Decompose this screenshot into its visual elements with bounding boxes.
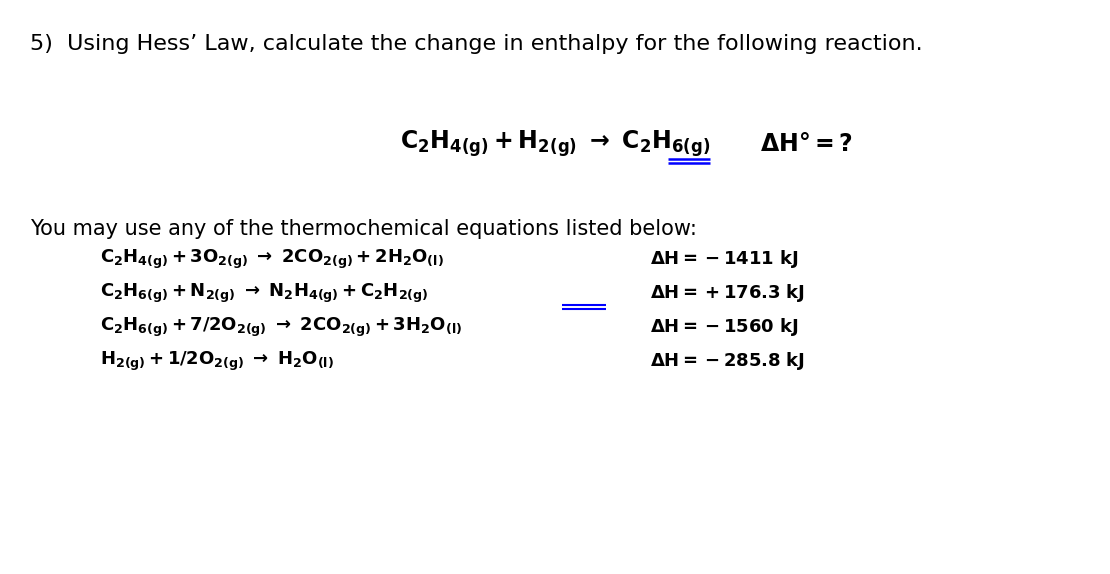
Text: $\mathbf{C_2H_{6(g)} + N_{2(g)}\ \rightarrow\ N_2H_{4(g)} + C_2H_{2(g)}}$: $\mathbf{C_2H_{6(g)} + N_{2(g)}\ \righta… — [100, 281, 428, 305]
Text: $\mathbf{\Delta H = -1560\ kJ}$: $\mathbf{\Delta H = -1560\ kJ}$ — [650, 316, 798, 338]
Text: 5)  Using Hess’ Law, calculate the change in enthalpy for the following reaction: 5) Using Hess’ Law, calculate the change… — [30, 34, 922, 54]
Text: $\mathbf{\Delta H = +176.3\ kJ}$: $\mathbf{\Delta H = +176.3\ kJ}$ — [650, 282, 805, 304]
Text: $\mathbf{H_{2(g)} + 1/2O_{2(g)}\ \rightarrow\ H_2O_{(l)}}$: $\mathbf{H_{2(g)} + 1/2O_{2(g)}\ \righta… — [100, 350, 334, 373]
Text: $\mathbf{C_2H_{6(g)} + 7/2O_{2(g)}\ \rightarrow\ 2CO_{2(g)} + 3H_2O_{(l)}}$: $\mathbf{C_2H_{6(g)} + 7/2O_{2(g)}\ \rig… — [100, 315, 462, 339]
Text: $\mathbf{\Delta H = -285.8\ kJ}$: $\mathbf{\Delta H = -285.8\ kJ}$ — [650, 350, 805, 372]
Text: $\mathbf{\Delta H°= ?}$: $\mathbf{\Delta H°= ?}$ — [760, 132, 852, 156]
Text: $\mathbf{\Delta H = -1411\ kJ}$: $\mathbf{\Delta H = -1411\ kJ}$ — [650, 248, 798, 270]
Text: $\mathbf{C_2H_{4(g)} + H_{2(g)}\ \rightarrow\ C_2H_{6(g)}}$: $\mathbf{C_2H_{4(g)} + H_{2(g)}\ \righta… — [400, 129, 710, 160]
Text: $\mathbf{C_2H_{4(g)} + 3O_{2(g)}\ \rightarrow\ 2CO_{2(g)} + 2H_2O_{(l)}}$: $\mathbf{C_2H_{4(g)} + 3O_{2(g)}\ \right… — [100, 247, 444, 270]
Text: You may use any of the thermochemical equations listed below:: You may use any of the thermochemical eq… — [30, 219, 697, 239]
